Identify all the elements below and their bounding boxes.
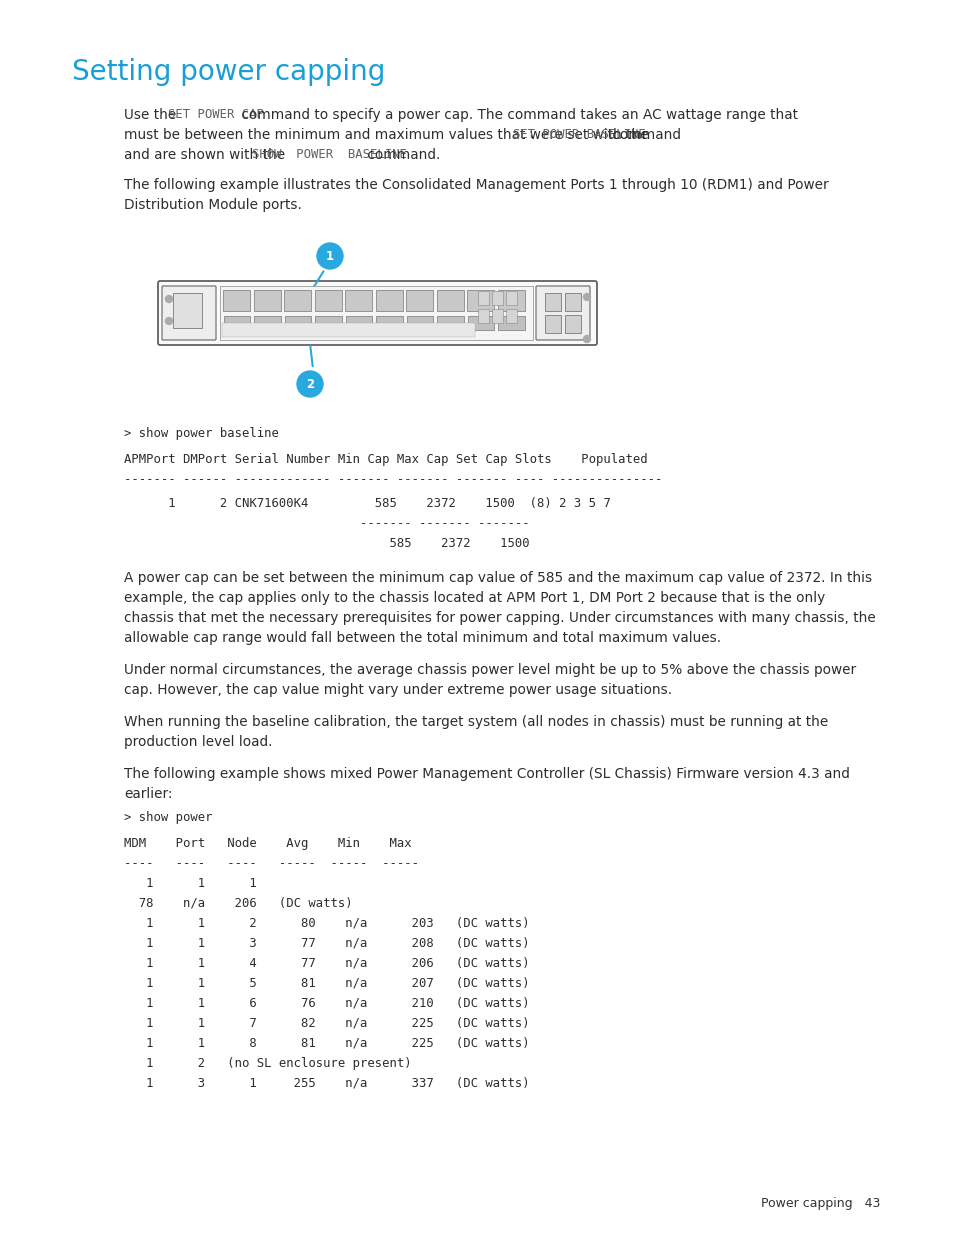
FancyBboxPatch shape [284,289,312,310]
Text: 585    2372    1500: 585 2372 1500 [124,537,529,550]
FancyBboxPatch shape [436,289,463,310]
FancyBboxPatch shape [253,289,281,310]
Text: Power capping   43: Power capping 43 [760,1197,879,1210]
Text: 78    n/a    206   (DC watts): 78 n/a 206 (DC watts) [124,897,353,910]
Circle shape [316,243,343,269]
Text: > show power: > show power [124,811,213,824]
Text: ----   ----   ----   -----  -----  -----: ---- ---- ---- ----- ----- ----- [124,857,418,869]
Text: command to specify a power cap. The command takes an AC wattage range that: command to specify a power cap. The comm… [237,107,798,122]
Text: ------- ------- -------: ------- ------- ------- [124,517,529,530]
Bar [544,315,560,333]
Text: 1      3      1     255    n/a      337   (DC watts): 1 3 1 255 n/a 337 (DC watts) [124,1077,529,1091]
Text: example, the cap applies only to the chassis located at APM Port 1, DM Port 2 be: example, the cap applies only to the cha… [124,592,824,605]
Text: 1      1      2      80    n/a      203   (DC watts): 1 1 2 80 n/a 203 (DC watts) [124,918,529,930]
FancyBboxPatch shape [314,289,341,310]
Circle shape [165,295,172,303]
Text: When running the baseline calibration, the target system (all nodes in chassis) : When running the baseline calibration, t… [124,715,827,729]
Bar [505,309,517,324]
Circle shape [165,317,172,325]
FancyBboxPatch shape [345,316,372,330]
FancyBboxPatch shape [345,289,372,310]
FancyBboxPatch shape [406,316,433,330]
Text: 1      1      5      81    n/a      207   (DC watts): 1 1 5 81 n/a 207 (DC watts) [124,977,529,990]
Text: production level load.: production level load. [124,735,273,748]
Text: 1      1      7      82    n/a      225   (DC watts): 1 1 7 82 n/a 225 (DC watts) [124,1016,529,1030]
FancyBboxPatch shape [223,316,250,330]
Text: A power cap can be set between the minimum cap value of 585 and the maximum cap : A power cap can be set between the minim… [124,571,871,585]
Text: earlier:: earlier: [124,787,172,802]
Bar [492,291,502,305]
FancyBboxPatch shape [497,289,524,310]
Bar [505,291,517,305]
FancyBboxPatch shape [497,316,524,330]
FancyBboxPatch shape [467,289,494,310]
Text: SHOW  POWER  BASELINE: SHOW POWER BASELINE [252,148,406,161]
Text: must be between the minimum and maximum values that were set with the: must be between the minimum and maximum … [124,128,653,142]
Bar [544,293,560,311]
Text: command.: command. [362,148,440,162]
Text: 1      2   (no SL enclosure present): 1 2 (no SL enclosure present) [124,1057,411,1070]
Text: The following example illustrates the Consolidated Management Ports 1 through 10: The following example illustrates the Co… [124,178,828,191]
Bar [492,309,502,324]
Text: 1      1      3      77    n/a      208   (DC watts): 1 1 3 77 n/a 208 (DC watts) [124,937,529,950]
FancyBboxPatch shape [536,287,589,340]
Circle shape [296,370,323,396]
Text: 1      1      4      77    n/a      206   (DC watts): 1 1 4 77 n/a 206 (DC watts) [124,957,529,969]
Bar [220,287,533,340]
FancyBboxPatch shape [375,316,402,330]
FancyBboxPatch shape [173,293,202,327]
Text: and are shown with the: and are shown with the [124,148,289,162]
Circle shape [583,336,590,342]
FancyBboxPatch shape [436,316,463,330]
Text: APMPort DMPort Serial Number Min Cap Max Cap Set Cap Slots    Populated: APMPort DMPort Serial Number Min Cap Max… [124,453,647,466]
FancyBboxPatch shape [284,316,311,330]
FancyBboxPatch shape [406,289,433,310]
Text: 1: 1 [326,249,334,263]
Text: command: command [607,128,680,142]
Text: 1      1      1: 1 1 1 [124,877,256,890]
Text: 1      2 CNK71600K4         585    2372    1500  (8) 2 3 5 7: 1 2 CNK71600K4 585 2372 1500 (8) 2 3 5 7 [124,496,610,510]
Text: > show power baseline: > show power baseline [124,427,278,440]
Text: 1      1      8      81    n/a      225   (DC watts): 1 1 8 81 n/a 225 (DC watts) [124,1037,529,1050]
Text: allowable cap range would fall between the total minimum and total maximum value: allowable cap range would fall between t… [124,631,720,645]
Bar [477,291,489,305]
Text: chassis that met the necessary prerequisites for power capping. Under circumstan: chassis that met the necessary prerequis… [124,611,875,625]
Text: SET POWER BASELINE: SET POWER BASELINE [512,128,644,141]
Bar [564,315,580,333]
FancyBboxPatch shape [375,289,402,310]
FancyBboxPatch shape [253,316,280,330]
Text: cap. However, the cap value might vary under extreme power usage situations.: cap. However, the cap value might vary u… [124,683,672,697]
FancyBboxPatch shape [314,316,341,330]
Text: 1      1      6      76    n/a      210   (DC watts): 1 1 6 76 n/a 210 (DC watts) [124,997,529,1010]
Text: Setting power capping: Setting power capping [71,58,384,86]
Text: MDM    Port   Node    Avg    Min    Max: MDM Port Node Avg Min Max [124,837,411,850]
FancyBboxPatch shape [467,316,494,330]
Text: Distribution Module ports.: Distribution Module ports. [124,198,301,212]
Text: SET POWER CAP: SET POWER CAP [169,107,264,121]
Bar [564,293,580,311]
Text: Under normal circumstances, the average chassis power level might be up to 5% ab: Under normal circumstances, the average … [124,663,855,677]
Text: Use the: Use the [124,107,180,122]
Bar [477,309,489,324]
FancyBboxPatch shape [158,282,597,345]
Text: ------- ------ ------------- ------- ------- ------- ---- ---------------: ------- ------ ------------- ------- ---… [124,473,661,487]
Bar [222,324,475,337]
Text: 2: 2 [306,378,314,390]
Circle shape [583,294,590,300]
FancyBboxPatch shape [162,287,215,340]
FancyBboxPatch shape [223,289,251,310]
Text: The following example shows mixed Power Management Controller (SL Chassis) Firmw: The following example shows mixed Power … [124,767,849,781]
